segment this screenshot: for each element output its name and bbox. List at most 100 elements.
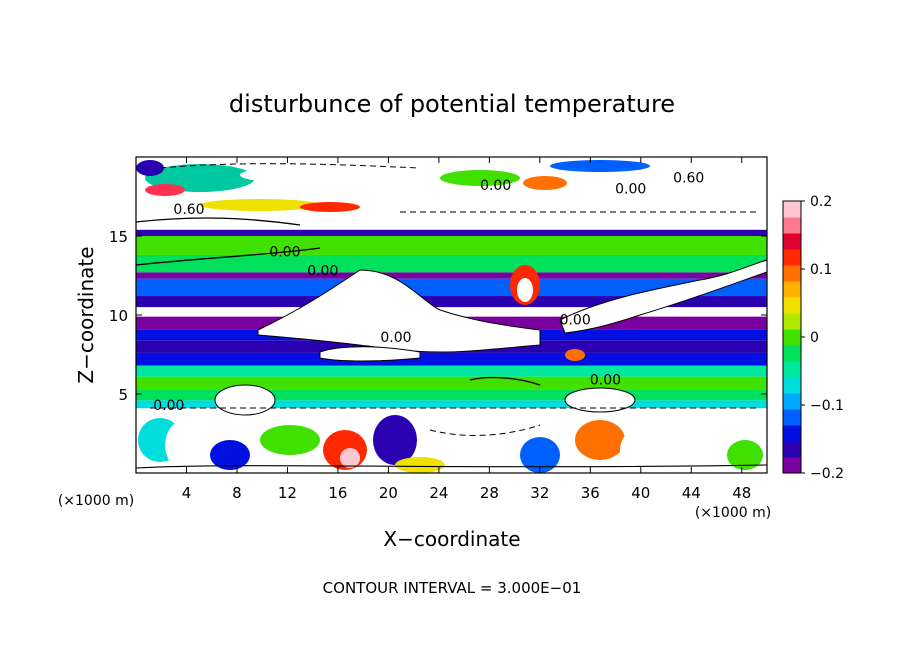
- contour-label: 0.60: [173, 202, 204, 218]
- lower-anomaly: [340, 448, 360, 468]
- field-band-16: [136, 220, 767, 230]
- colorbar-swatch: [783, 265, 801, 282]
- y-tick-label: 10: [109, 307, 128, 325]
- solid-contour: [469, 376, 541, 386]
- x-tick-label: 44: [682, 484, 701, 502]
- cloud-structure: [564, 387, 636, 413]
- colorbar-swatch: [783, 425, 801, 442]
- field-band-14: [136, 236, 767, 255]
- x-tick-label: 28: [480, 484, 499, 502]
- x-tick-label: 12: [278, 484, 297, 502]
- field-band-2: [136, 389, 767, 401]
- upper-anomaly: [440, 170, 520, 186]
- lower-anomaly: [520, 437, 560, 473]
- y-axis: 5 10 15: [109, 228, 767, 404]
- field-band-9: [136, 307, 767, 317]
- colorbar-swatch: [783, 393, 801, 410]
- colorbar-swatch: [783, 441, 801, 458]
- dashed-contour: [429, 424, 541, 436]
- field-band-5: [136, 352, 767, 366]
- field-band-11: [136, 278, 767, 297]
- colorbar-swatch: [783, 249, 801, 266]
- cloud-structure: [214, 384, 276, 416]
- upper-anomaly: [523, 176, 567, 190]
- solid-contour: [136, 464, 767, 469]
- chart-title: disturbunce of potential temperature: [229, 90, 675, 118]
- lower-anomaly: [727, 440, 763, 470]
- colorbar-swatch: [783, 361, 801, 378]
- x-unit-label-right: (×1000 m): [695, 505, 771, 521]
- contour-label: 0.00: [480, 178, 511, 194]
- dashed-contour: [159, 163, 421, 169]
- x-tick-label: 32: [530, 484, 549, 502]
- colorbar-swatch: [783, 313, 801, 330]
- field-band-10: [136, 296, 767, 308]
- upper-anomaly: [620, 162, 760, 188]
- colorbar-tick-label: 0: [810, 330, 819, 346]
- field-band-12: [136, 272, 767, 279]
- lower-anomaly: [427, 425, 483, 465]
- cloud-structure: [517, 278, 533, 302]
- y-tick-label: 5: [118, 386, 128, 404]
- field-band-3: [136, 376, 767, 390]
- x-tick-label: 36: [581, 484, 600, 502]
- field-band-1: [136, 400, 767, 409]
- contour-label: 0.60: [673, 170, 704, 186]
- lower-anomaly: [165, 420, 205, 470]
- field-band-13: [136, 254, 767, 273]
- colorbar-swatch: [783, 329, 801, 346]
- cloud-structure: [559, 259, 767, 334]
- lower-anomaly: [210, 440, 250, 470]
- colorbar: 0.2 0.1 0 −0.1 −0.2: [782, 194, 844, 482]
- lower-anomaly: [481, 410, 529, 460]
- x-tick-label: 16: [328, 484, 347, 502]
- upper-anomaly: [550, 160, 650, 172]
- contour-label: 0.00: [590, 373, 621, 389]
- solid-contour: [136, 217, 301, 226]
- field-structures: [136, 160, 767, 473]
- colorbar-swatch: [783, 409, 801, 426]
- contour-label: 0.00: [380, 330, 411, 346]
- field-band-15: [136, 229, 767, 236]
- colorbar-tick-label: 0.1: [810, 262, 832, 278]
- lower-anomaly: [260, 425, 320, 455]
- x-tick-label: 24: [429, 484, 448, 502]
- colorbar-swatch: [783, 233, 801, 250]
- contour-label: 0.00: [153, 398, 184, 414]
- plot-area: 0.60 0.00 0.00 0.00 0.00 0.60 0.00 0.00 0.00 0.00: [136, 157, 767, 473]
- x-axis: 4 8 12 16 20 24 28 32 36 40 44 48: [182, 157, 751, 502]
- x-tick-label: 4: [182, 484, 192, 502]
- upper-anomaly: [200, 199, 320, 211]
- contour-labels: 0.60 0.00 0.00 0.00 0.00 0.60 0.00 0.00 0.00 0.00: [153, 170, 704, 414]
- colorbar-swatch: [783, 217, 801, 234]
- upper-anomaly: [136, 160, 164, 176]
- colorbar-swatch: [783, 281, 801, 298]
- lower-anomaly: [395, 457, 445, 473]
- colorbar-tick-label: −0.1: [810, 398, 844, 414]
- lower-anomaly: [660, 418, 740, 458]
- colorbar-swatch: [783, 377, 801, 394]
- y-axis-label: Z−coordinate: [74, 246, 98, 383]
- x-unit-label: (×1000 m): [58, 493, 134, 509]
- upper-anomaly: [145, 184, 185, 196]
- lower-anomaly: [373, 415, 417, 465]
- colorbar-swatch: [783, 297, 801, 314]
- contour-label: 0.00: [615, 181, 646, 197]
- y-tick-label: 15: [109, 228, 128, 246]
- contour-interval-note: CONTOUR INTERVAL = 3.000E−01: [323, 579, 582, 597]
- x-tick-label: 8: [232, 484, 242, 502]
- contour-label: 0.00: [269, 245, 300, 261]
- upper-anomaly: [300, 202, 360, 212]
- cloud-structure: [565, 349, 585, 361]
- contour-label: 0.00: [560, 312, 591, 328]
- solid-contour: [136, 247, 321, 266]
- contour-label: 0.00: [307, 264, 338, 280]
- colorbar-tick-label: −0.2: [810, 466, 844, 482]
- x-tick-label: 48: [732, 484, 751, 502]
- lower-anomaly: [620, 428, 660, 472]
- x-axis-label: X−coordinate: [383, 527, 520, 551]
- upper-anomaly: [240, 165, 420, 185]
- colorbar-swatch: [783, 201, 801, 218]
- cloud-structure: [319, 346, 421, 362]
